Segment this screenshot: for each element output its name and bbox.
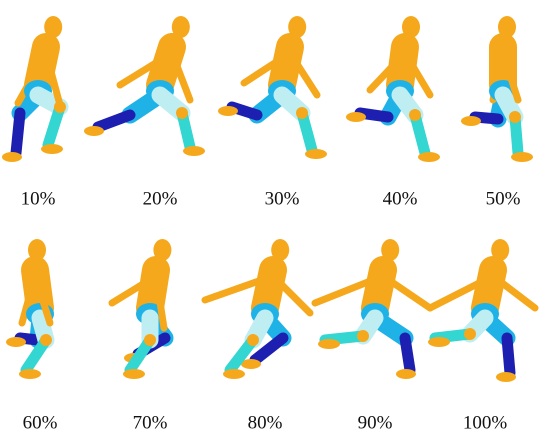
limb bbox=[14, 332, 44, 346]
limb bbox=[31, 272, 54, 327]
foot bbox=[6, 337, 26, 347]
knee bbox=[409, 109, 421, 121]
foot bbox=[241, 359, 261, 369]
foot bbox=[123, 369, 145, 379]
head bbox=[171, 16, 190, 38]
head bbox=[288, 16, 307, 38]
pose bbox=[426, 239, 539, 382]
frame-label: 60% bbox=[23, 412, 58, 433]
foot bbox=[305, 149, 327, 159]
frame-label: 50% bbox=[486, 188, 521, 209]
foot bbox=[318, 339, 340, 349]
limb bbox=[42, 49, 64, 109]
foot bbox=[346, 112, 366, 122]
limb bbox=[401, 49, 434, 99]
head bbox=[381, 239, 400, 261]
frame-label: 80% bbox=[248, 412, 283, 433]
knee bbox=[296, 107, 308, 119]
foot bbox=[418, 152, 440, 162]
frame-label: 20% bbox=[143, 188, 178, 209]
frame-label: 100% bbox=[463, 412, 508, 433]
knee bbox=[357, 330, 369, 342]
frame-label: 70% bbox=[133, 412, 168, 433]
knee bbox=[40, 334, 52, 346]
foot bbox=[84, 126, 104, 136]
head bbox=[402, 16, 420, 38]
head bbox=[271, 239, 290, 261]
foot bbox=[2, 152, 22, 162]
limb bbox=[224, 334, 259, 376]
limb bbox=[286, 49, 321, 99]
foot bbox=[496, 372, 516, 382]
limb bbox=[399, 332, 416, 376]
knee bbox=[176, 107, 188, 119]
pose bbox=[201, 239, 314, 379]
frame-label: 90% bbox=[358, 412, 393, 433]
limb bbox=[489, 272, 539, 312]
frame-label: 30% bbox=[265, 188, 300, 209]
knee bbox=[144, 334, 156, 346]
limb bbox=[469, 111, 504, 125]
limb bbox=[409, 109, 431, 159]
limb bbox=[10, 107, 26, 159]
pose bbox=[6, 239, 55, 379]
limb bbox=[354, 107, 394, 123]
foot bbox=[223, 369, 245, 379]
foot bbox=[396, 369, 416, 379]
limb bbox=[296, 107, 318, 156]
head bbox=[498, 16, 516, 38]
head bbox=[153, 239, 172, 261]
limb bbox=[42, 101, 66, 151]
limb bbox=[269, 272, 314, 317]
pose bbox=[461, 16, 533, 162]
foot bbox=[461, 116, 481, 126]
frame-label: 10% bbox=[21, 188, 56, 209]
head bbox=[491, 239, 510, 261]
foot bbox=[19, 369, 41, 379]
head bbox=[28, 239, 46, 261]
limb bbox=[249, 332, 289, 366]
pose bbox=[84, 16, 205, 156]
limb bbox=[509, 111, 524, 159]
knee bbox=[509, 111, 521, 123]
limb bbox=[124, 334, 156, 376]
pose bbox=[2, 16, 69, 162]
pose bbox=[108, 239, 174, 379]
foot bbox=[41, 144, 63, 154]
frame-label: 40% bbox=[383, 188, 418, 209]
foot bbox=[183, 146, 205, 156]
knee bbox=[247, 334, 259, 346]
pose bbox=[346, 16, 440, 162]
limb bbox=[501, 332, 516, 379]
limb bbox=[168, 49, 194, 104]
foot bbox=[428, 337, 450, 347]
pose bbox=[311, 239, 434, 379]
limb bbox=[92, 109, 136, 133]
foot bbox=[511, 152, 533, 162]
limb bbox=[152, 272, 168, 332]
limb bbox=[379, 272, 434, 312]
knee bbox=[464, 328, 476, 340]
limb bbox=[499, 49, 522, 104]
foot bbox=[218, 106, 238, 116]
pose bbox=[218, 16, 327, 159]
head bbox=[44, 16, 63, 38]
limb bbox=[20, 334, 52, 376]
